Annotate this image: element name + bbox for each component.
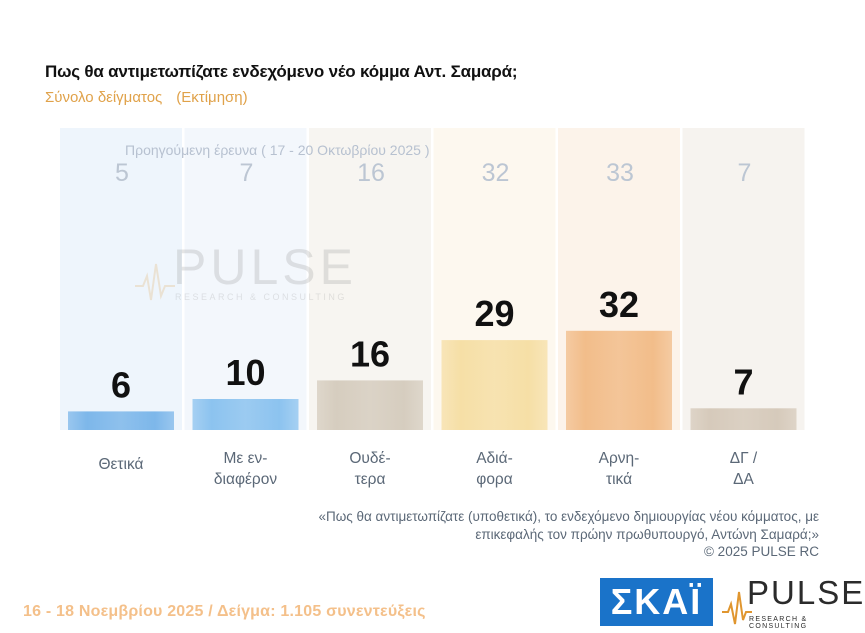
category-label: ΔΓ / <box>730 450 758 467</box>
previous-value-label: 5 <box>115 159 129 187</box>
pulse-logo-wave-icon <box>722 591 752 625</box>
category-label: φορα <box>476 471 512 488</box>
pulse-logo-tag: RESEARCH & CONSULTING <box>749 616 808 630</box>
previous-value-label: 7 <box>240 159 254 187</box>
pulse-logo: PULSE RESEARCH & CONSULTING <box>722 574 863 630</box>
bar <box>690 408 797 430</box>
column-background <box>184 128 307 430</box>
watermark-word: PULSE <box>173 239 357 295</box>
category-label: Αρνη- <box>599 450 640 467</box>
category-label: διαφέρον <box>214 471 277 488</box>
bar <box>192 399 299 430</box>
copyright: © 2025 PULSE RC <box>703 544 819 559</box>
value-label: 7 <box>733 361 753 402</box>
chart-title: Πως θα αντιμετωπίζατε ενδεχόμενο νέο κόμ… <box>45 62 518 81</box>
column-background <box>309 128 431 430</box>
bar <box>566 330 672 430</box>
column-background <box>60 128 182 430</box>
previous-value-label: 33 <box>606 159 634 187</box>
column-background <box>682 128 805 430</box>
subtitle-sample: Σύνολο δείγματος <box>45 89 163 106</box>
value-label: 16 <box>350 333 390 374</box>
survey-dates-sample: 16 - 18 Νοεμβρίου 2025 / Δείγμα: 1.105 σ… <box>23 603 426 620</box>
value-label: 29 <box>474 293 514 334</box>
value-label: 6 <box>111 364 131 405</box>
watermark-tag: RESEARCH & CONSULTING <box>175 292 347 302</box>
previous-value-label: 16 <box>357 159 385 187</box>
chart-subtitle: Σύνολο δείγματος (Εκτίμηση) <box>45 89 262 106</box>
previous-survey-label: Προηγούμενη έρευνα ( 17 - 20 Οκτωβρίου 2… <box>125 142 430 158</box>
question-quote: «Πως θα αντιμετωπίζατε (υποθετικά), το ε… <box>318 509 819 542</box>
bar <box>317 380 423 430</box>
bar <box>441 340 548 430</box>
category-label: τερα <box>355 471 386 488</box>
pulse-wave-icon <box>135 263 175 301</box>
category-label: Θετικά <box>98 456 143 473</box>
subtitle-estimate: (Εκτίμηση) <box>176 89 248 106</box>
category-label: Με εν- <box>224 450 268 467</box>
bar <box>68 411 174 430</box>
previous-value-label: 32 <box>482 159 510 187</box>
previous-value-label: 7 <box>738 159 752 187</box>
category-label: τικά <box>606 471 632 488</box>
value-label: 10 <box>225 352 265 393</box>
category-label: ΔΑ <box>733 471 754 488</box>
value-label: 32 <box>599 284 639 325</box>
pulse-watermark: PULSE RESEARCH & CONSULTING <box>135 238 357 302</box>
skai-logo: ΣΚΑΪ <box>600 578 713 626</box>
category-label: Ουδέ- <box>349 450 390 467</box>
category-label: Αδιά- <box>476 450 513 467</box>
pulse-logo-word: PULSE <box>747 574 865 611</box>
